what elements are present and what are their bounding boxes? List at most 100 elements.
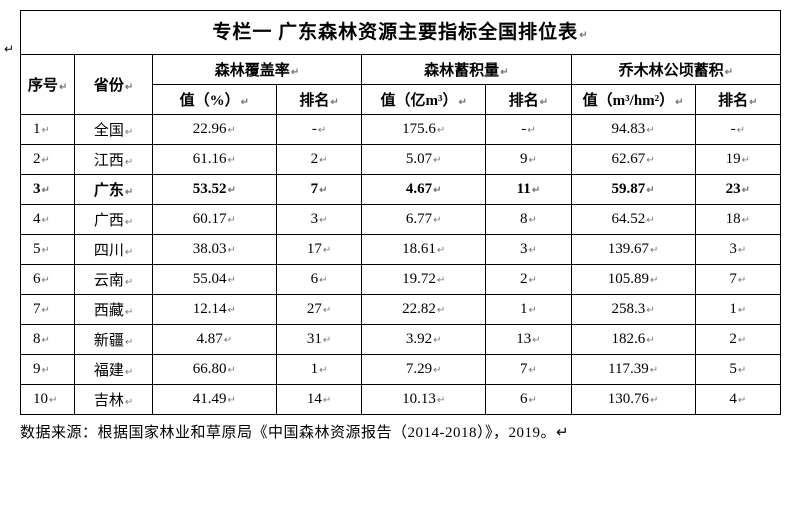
- cell-province: 吉林↵: [75, 385, 153, 415]
- cell-province: 全国↵: [75, 115, 153, 145]
- cell-province: 广西↵: [75, 205, 153, 235]
- cell-dens-val: 94.83↵: [571, 115, 695, 145]
- cell-province: 西藏↵: [75, 295, 153, 325]
- cell-dens-rank: 3↵: [695, 235, 780, 265]
- cell-vol-rank: 1↵: [486, 295, 571, 325]
- data-source: 数据来源：根据国家林业和草原局《中国森林资源报告（2014-2018）》，201…: [20, 415, 781, 442]
- cell-dens-val: 62.67↵: [571, 145, 695, 175]
- cell-province: 云南↵: [75, 265, 153, 295]
- table-row: 5↵四川↵38.03↵17↵18.61↵3↵139.67↵3↵: [21, 235, 781, 265]
- cell-cov-val: 12.14↵: [152, 295, 276, 325]
- cell-cov-rank: 17↵: [276, 235, 361, 265]
- cell-province: 江西↵: [75, 145, 153, 175]
- cell-dens-rank: 18↵: [695, 205, 780, 235]
- col-g1-val: 值（%）↵: [152, 85, 276, 115]
- col-group2-header: 森林蓄积量↵: [362, 55, 571, 85]
- cell-vol-rank: 7↵: [486, 355, 571, 385]
- cell-vol-rank: 2↵: [486, 265, 571, 295]
- col-province-header: 省份↵: [75, 55, 153, 115]
- cell-province: 新疆↵: [75, 325, 153, 355]
- cell-vol-rank: -↵: [486, 115, 571, 145]
- cell-dens-val: 105.89↵: [571, 265, 695, 295]
- cell-cov-rank: 27↵: [276, 295, 361, 325]
- cell-province: 四川↵: [75, 235, 153, 265]
- col-seq-header: 序号↵: [21, 55, 75, 115]
- cell-seq: 9↵: [21, 355, 75, 385]
- cell-dens-rank: 19↵: [695, 145, 780, 175]
- table-row: 7↵西藏↵12.14↵27↵22.82↵1↵258.3↵1↵: [21, 295, 781, 325]
- cell-vol-rank: 11↵: [486, 175, 571, 205]
- cell-vol-val: 10.13↵: [362, 385, 486, 415]
- cell-vol-val: 3.92↵: [362, 325, 486, 355]
- table-row: 6↵云南↵55.04↵6↵19.72↵2↵105.89↵7↵: [21, 265, 781, 295]
- header-row-1: 序号↵ 省份↵ 森林覆盖率↵ 森林蓄积量↵ 乔木林公顷蓄积↵: [21, 55, 781, 85]
- cell-cov-val: 38.03↵: [152, 235, 276, 265]
- cell-cov-rank: 3↵: [276, 205, 361, 235]
- col-group3-header: 乔木林公顷蓄积↵: [571, 55, 780, 85]
- table-row: 10↵吉林↵41.49↵14↵10.13↵6↵130.76↵4↵: [21, 385, 781, 415]
- cell-vol-val: 175.6↵: [362, 115, 486, 145]
- cell-seq: 7↵: [21, 295, 75, 325]
- table-title: 专栏一 广东森林资源主要指标全国排位表↵: [21, 11, 781, 55]
- cell-seq: 3↵: [21, 175, 75, 205]
- cell-province: 福建↵: [75, 355, 153, 385]
- cell-dens-rank: 23↵: [695, 175, 780, 205]
- table-row: 3↵广东↵53.52↵7↵4.67↵11↵59.87↵23↵: [21, 175, 781, 205]
- cell-seq: 8↵: [21, 325, 75, 355]
- cell-cov-val: 41.49↵: [152, 385, 276, 415]
- cell-seq: 6↵: [21, 265, 75, 295]
- cell-seq: 2↵: [21, 145, 75, 175]
- col-g2-val: 值（亿m³）↵: [362, 85, 486, 115]
- cell-dens-val: 117.39↵: [571, 355, 695, 385]
- cell-dens-val: 139.67↵: [571, 235, 695, 265]
- cell-vol-val: 7.29↵: [362, 355, 486, 385]
- cell-cov-rank: 2↵: [276, 145, 361, 175]
- cell-vol-val: 4.67↵: [362, 175, 486, 205]
- cell-cov-rank: 6↵: [276, 265, 361, 295]
- col-group1-header: 森林覆盖率↵: [152, 55, 361, 85]
- cell-cov-rank: -↵: [276, 115, 361, 145]
- cell-cov-val: 60.17↵: [152, 205, 276, 235]
- cell-cov-rank: 14↵: [276, 385, 361, 415]
- cell-dens-rank: 4↵: [695, 385, 780, 415]
- cell-dens-rank: 7↵: [695, 265, 780, 295]
- cell-dens-rank: 2↵: [695, 325, 780, 355]
- col-g1-rank: 排名↵: [276, 85, 361, 115]
- col-g3-val: 值（m³/hm²）↵: [571, 85, 695, 115]
- cell-dens-val: 130.76↵: [571, 385, 695, 415]
- table-row: 2↵江西↵61.16↵2↵5.07↵9↵62.67↵19↵: [21, 145, 781, 175]
- table-row: 9↵福建↵66.80↵1↵7.29↵7↵117.39↵5↵: [21, 355, 781, 385]
- cell-dens-rank: 1↵: [695, 295, 780, 325]
- table-row: 4↵广西↵60.17↵3↵6.77↵8↵64.52↵18↵: [21, 205, 781, 235]
- cell-vol-rank: 9↵: [486, 145, 571, 175]
- paragraph-mark: ↵: [4, 42, 14, 57]
- cell-dens-val: 64.52↵: [571, 205, 695, 235]
- cell-vol-val: 5.07↵: [362, 145, 486, 175]
- cell-cov-val: 61.16↵: [152, 145, 276, 175]
- cell-vol-rank: 13↵: [486, 325, 571, 355]
- cell-seq: 1↵: [21, 115, 75, 145]
- cell-vol-rank: 6↵: [486, 385, 571, 415]
- col-g3-rank: 排名↵: [695, 85, 780, 115]
- table-row: 8↵新疆↵4.87↵31↵3.92↵13↵182.6↵2↵: [21, 325, 781, 355]
- cell-vol-rank: 8↵: [486, 205, 571, 235]
- cell-cov-rank: 1↵: [276, 355, 361, 385]
- cell-cov-val: 55.04↵: [152, 265, 276, 295]
- cell-province: 广东↵: [75, 175, 153, 205]
- col-g2-rank: 排名↵: [486, 85, 571, 115]
- table-row: 1↵全国↵22.96↵-↵175.6↵-↵94.83↵-↵: [21, 115, 781, 145]
- cell-cov-val: 22.96↵: [152, 115, 276, 145]
- cell-vol-val: 6.77↵: [362, 205, 486, 235]
- cell-dens-val: 59.87↵: [571, 175, 695, 205]
- cell-vol-val: 22.82↵: [362, 295, 486, 325]
- cell-cov-rank: 31↵: [276, 325, 361, 355]
- cell-vol-val: 18.61↵: [362, 235, 486, 265]
- cell-dens-val: 258.3↵: [571, 295, 695, 325]
- cell-vol-rank: 3↵: [486, 235, 571, 265]
- cell-cov-rank: 7↵: [276, 175, 361, 205]
- ranking-table: 专栏一 广东森林资源主要指标全国排位表↵ 序号↵ 省份↵ 森林覆盖率↵ 森林蓄积…: [20, 10, 781, 415]
- cell-cov-val: 53.52↵: [152, 175, 276, 205]
- cell-dens-val: 182.6↵: [571, 325, 695, 355]
- cell-cov-val: 66.80↵: [152, 355, 276, 385]
- cell-vol-val: 19.72↵: [362, 265, 486, 295]
